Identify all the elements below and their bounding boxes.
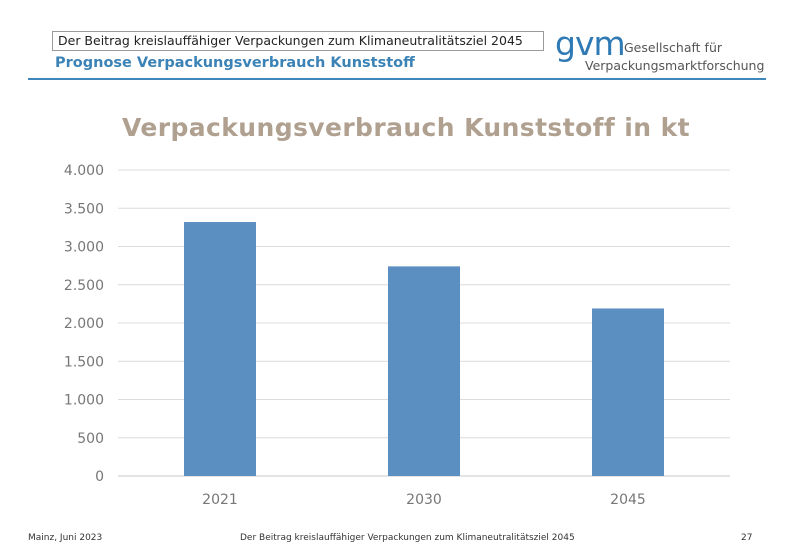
bar <box>388 266 460 476</box>
chart-title: Verpackungsverbrauch Kunststoff in kt <box>122 113 690 142</box>
y-tick-label: 500 <box>77 431 104 447</box>
x-tick-label: 2030 <box>406 492 442 508</box>
page-number: 27 <box>741 533 753 543</box>
header-title: Der Beitrag kreislauffähiger Verpackunge… <box>58 33 523 48</box>
footer-date: Mainz, Juni 2023 <box>28 533 103 543</box>
y-tick-label: 0 <box>95 469 104 485</box>
gvm-logo: gvm <box>555 24 626 63</box>
bar <box>184 222 256 476</box>
y-tick-label: 3.500 <box>64 201 104 217</box>
x-tick-label: 2021 <box>202 492 238 508</box>
x-tick-label: 2045 <box>610 492 646 508</box>
bar <box>592 308 664 476</box>
logo-text-line1: Gesellschaft für <box>624 40 723 55</box>
header-subtitle: Prognose Verpackungsverbrauch Kunststoff <box>55 55 415 71</box>
header-divider <box>28 78 766 80</box>
logo-text-line2: Verpackungsmarktforschung <box>585 58 765 73</box>
header-title-box <box>52 31 544 51</box>
footer-title: Der Beitrag kreislauffähiger Verpackunge… <box>240 533 575 543</box>
y-tick-label: 1.000 <box>64 393 104 409</box>
y-tick-label: 2.500 <box>64 278 104 294</box>
y-tick-label: 1.500 <box>64 354 104 370</box>
y-tick-label: 4.000 <box>64 163 104 179</box>
y-tick-label: 2.000 <box>64 316 104 332</box>
y-tick-label: 3.000 <box>64 240 104 256</box>
